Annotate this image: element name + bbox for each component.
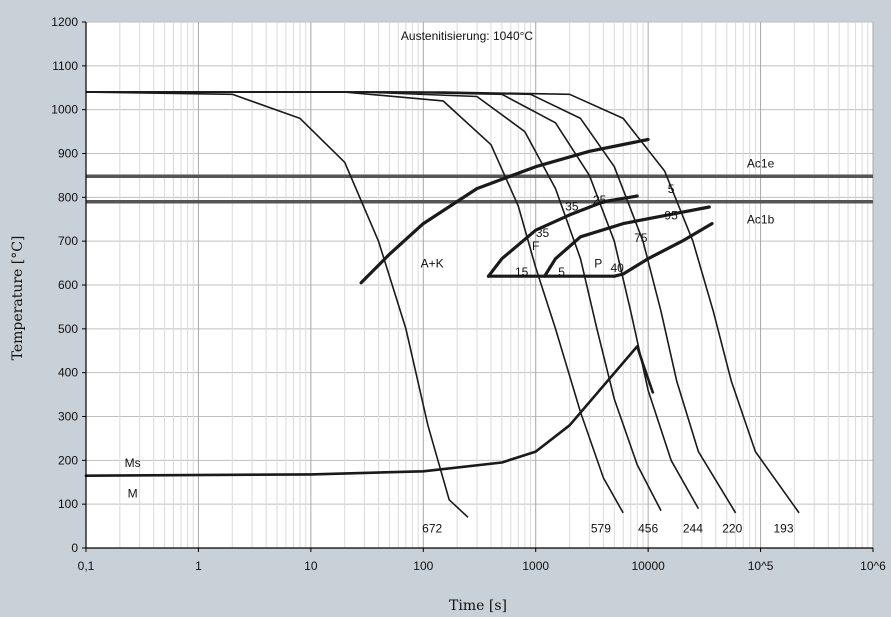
y-tick-label: 900: [58, 147, 78, 161]
grid-lines: [85, 21, 874, 549]
chart-title: Austenitisierung: 1040°C: [401, 29, 534, 43]
annotation-ac1e: Ac1e: [747, 157, 775, 171]
annotation-244: 244: [683, 522, 703, 536]
x-tick-label: 100: [413, 559, 433, 573]
y-tick-label: 300: [58, 410, 78, 424]
cooling-curve-456: [86, 91, 662, 512]
y-tick-label: 800: [58, 190, 78, 204]
x-tick-label: 10000: [631, 559, 665, 573]
y-tick-label: 600: [58, 278, 78, 292]
ac-lines: [86, 174, 873, 204]
y-tick-label: 400: [58, 366, 78, 380]
tick-labels: 0100200300400500600700800900100011001200…: [51, 15, 886, 573]
annotation-15: 15: [515, 265, 529, 279]
x-tick-label: 10^6: [860, 559, 886, 573]
y-tick-label: 100: [58, 497, 78, 511]
transformation-lines: [84, 137, 714, 477]
annotation-25: 25: [593, 193, 607, 207]
annotation-a-k: A+K: [421, 256, 444, 270]
annotation-95: 95: [664, 208, 678, 222]
annotation-m: M: [128, 487, 138, 501]
annotation-5: 5: [558, 265, 565, 279]
annotation-672: 672: [422, 522, 442, 536]
annotation-ac1b: Ac1b: [747, 213, 775, 227]
transformation-line-ms: [84, 345, 655, 477]
annotation-5: 5: [668, 182, 675, 196]
y-tick-label: 0: [71, 541, 78, 555]
annotation-579: 579: [591, 522, 611, 536]
annotation-193: 193: [774, 522, 794, 536]
cooling-curve-672: [85, 91, 469, 518]
annotations: Ac1e Ac1b A+K F P Ms M 15 35 5 35 25 40 75 5 95 672 579 45…: [125, 157, 794, 536]
x-tick-label: 10^5: [748, 559, 774, 573]
x-axis-label: Time [s]: [449, 598, 507, 614]
y-tick-label: 1000: [51, 103, 78, 117]
transformation-line-a-k-boundary: [359, 137, 650, 285]
x-tick-label: 10: [304, 559, 318, 573]
annotation-220: 220: [722, 522, 742, 536]
x-tick-label: 1: [195, 559, 202, 573]
annotation-40: 40: [610, 261, 624, 275]
y-tick-label: 700: [58, 234, 78, 248]
annotation-35: 35: [536, 226, 550, 240]
x-tick-label: 0,1: [78, 559, 95, 573]
transformation-line-p-start: [543, 205, 711, 278]
y-tick-label: 1100: [52, 59, 78, 73]
y-tick-label: 1200: [51, 15, 78, 29]
annotation-456: 456: [638, 522, 658, 536]
y-axis-label: Temperature [°C]: [10, 236, 26, 361]
annotation-75: 75: [634, 231, 648, 245]
annotation-f: F: [532, 239, 539, 253]
transformation-line-p-finish: [612, 222, 714, 278]
annotation-ms: Ms: [125, 456, 141, 470]
cooling-curve-193: [86, 91, 800, 514]
annotation-35: 35: [565, 199, 579, 213]
transformation-line-f-start: [486, 194, 639, 278]
y-tick-label: 500: [58, 322, 78, 336]
x-tick-label: 1000: [522, 559, 549, 573]
y-tick-label: 200: [58, 453, 78, 467]
annotation-p: P: [594, 256, 602, 270]
